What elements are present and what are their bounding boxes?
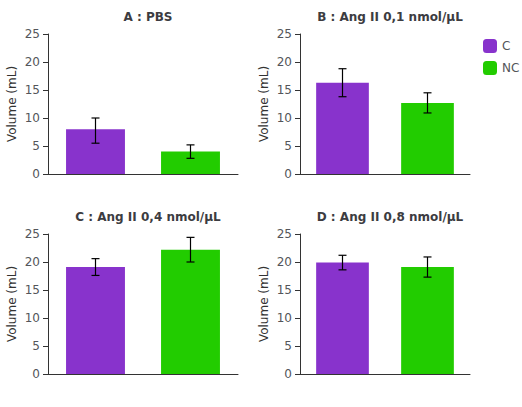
svg-text:Volume (mL): Volume (mL)	[5, 266, 19, 342]
svg-text:A : PBS: A : PBS	[123, 10, 172, 24]
svg-text:20: 20	[277, 55, 292, 69]
svg-text:20: 20	[25, 55, 40, 69]
svg-text:15: 15	[25, 83, 40, 97]
svg-text:15: 15	[277, 83, 292, 97]
svg-text:Volume (mL): Volume (mL)	[5, 66, 19, 142]
svg-text:25: 25	[25, 227, 40, 241]
svg-text:10: 10	[277, 311, 292, 325]
svg-text:Volume (mL): Volume (mL)	[257, 266, 271, 342]
svg-text:15: 15	[25, 283, 40, 297]
svg-text:B : Ang II 0,1 nmol/μL: B : Ang II 0,1 nmol/μL	[317, 10, 463, 24]
svg-text:20: 20	[277, 255, 292, 269]
svg-text:0: 0	[284, 167, 292, 181]
svg-text:15: 15	[277, 283, 292, 297]
svg-text:10: 10	[25, 111, 40, 125]
svg-text:10: 10	[277, 111, 292, 125]
svg-text:25: 25	[277, 227, 292, 241]
svg-text:C : Ang II 0,4 nmol/μL: C : Ang II 0,4 nmol/μL	[75, 210, 221, 224]
svg-text:0: 0	[32, 167, 40, 181]
svg-text:0: 0	[32, 367, 40, 381]
svg-text:20: 20	[25, 255, 40, 269]
svg-text:0: 0	[284, 367, 292, 381]
svg-text:5: 5	[284, 339, 292, 353]
svg-text:D : Ang II 0,8 nmol/μL: D : Ang II 0,8 nmol/μL	[317, 210, 464, 224]
svg-text:5: 5	[32, 139, 40, 153]
svg-text:5: 5	[284, 139, 292, 153]
svg-text:C: C	[502, 39, 510, 53]
svg-text:NC: NC	[502, 61, 519, 75]
svg-text:Volume (mL): Volume (mL)	[257, 66, 271, 142]
svg-text:25: 25	[25, 27, 40, 41]
svg-text:5: 5	[32, 339, 40, 353]
svg-text:25: 25	[277, 27, 292, 41]
svg-text:10: 10	[25, 311, 40, 325]
